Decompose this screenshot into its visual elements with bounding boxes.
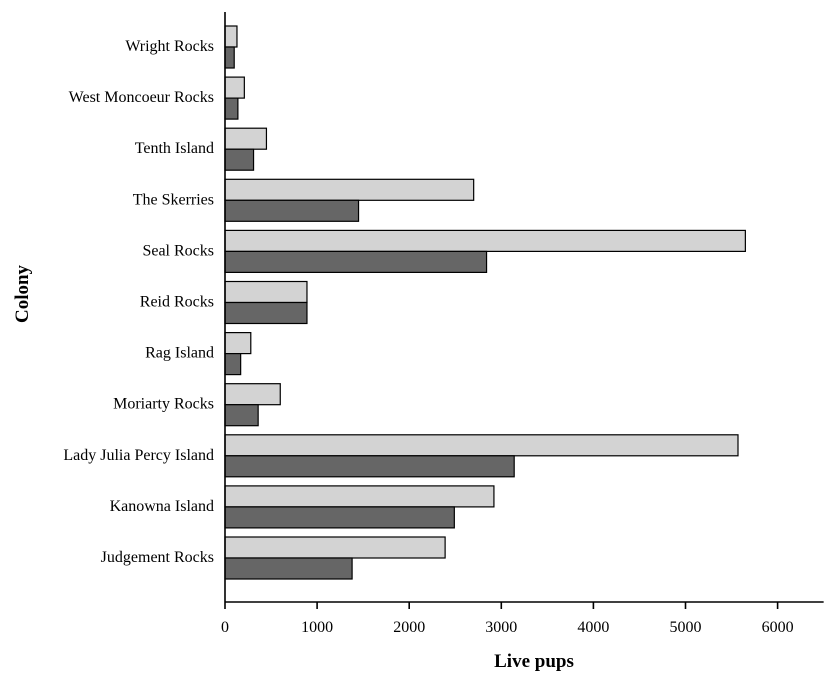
- bar-light-moriarty-rocks: [224, 383, 281, 406]
- bar-dark-the-skerries: [224, 199, 360, 222]
- bar-dark-lady-julia-percy-island: [224, 455, 515, 478]
- bar-light-tenth-island: [224, 127, 268, 150]
- bars-group: [224, 25, 746, 580]
- x-tick-label: 5000: [670, 619, 702, 636]
- bar-dark-moriarty-rocks: [224, 404, 259, 427]
- x-ticks: 0 1000 2000 3000 4000 5000 6000: [221, 602, 794, 636]
- bar-light-lady-julia-percy-island: [224, 434, 739, 457]
- category-label: Lady Julia Percy Island: [63, 447, 214, 464]
- bar-dark-seal-rocks: [224, 250, 488, 273]
- category-label: Moriarty Rocks: [113, 396, 214, 413]
- x-tick-label: 6000: [762, 619, 794, 636]
- category-label: Wright Rocks: [125, 38, 214, 55]
- category-label: The Skerries: [133, 191, 214, 208]
- x-tick-label: 3000: [485, 619, 517, 636]
- x-tick-label: 4000: [577, 619, 609, 636]
- bar-dark-west-moncoeur-rocks: [224, 97, 239, 120]
- y-axis-title: Colony: [12, 264, 33, 323]
- category-label: Rag Island: [145, 345, 214, 362]
- category-label: Judgement Rocks: [101, 549, 214, 566]
- x-tick-label: 0: [221, 619, 229, 636]
- category-label: West Moncoeur Rocks: [69, 89, 214, 106]
- x-tick-label: 1000: [301, 619, 333, 636]
- x-axis-title: Live pups: [494, 651, 574, 672]
- bar-light-seal-rocks: [224, 229, 746, 252]
- bar-dark-tenth-island: [224, 148, 255, 171]
- bar-light-wright-rocks: [224, 25, 238, 48]
- x-tick-label: 2000: [393, 619, 425, 636]
- bar-dark-reid-rocks: [224, 301, 308, 325]
- category-labels: Wright Rocks West Moncoeur Rocks Tenth Isl…: [63, 38, 214, 566]
- bar-light-reid-rocks: [224, 280, 308, 304]
- bar-light-judgement-rocks: [224, 536, 446, 559]
- bar-dark-wright-rocks: [224, 46, 235, 69]
- bar-dark-judgement-rocks: [224, 557, 353, 580]
- category-label: Kanowna Island: [110, 498, 214, 515]
- category-label: Tenth Island: [135, 140, 214, 157]
- category-label: Reid Rocks: [140, 294, 214, 311]
- bar-light-rag-island: [224, 332, 252, 355]
- bar-dark-kanowna-island: [224, 506, 455, 529]
- bar-dark-rag-island: [224, 353, 242, 376]
- category-label: Seal Rocks: [142, 242, 214, 259]
- bar-light-the-skerries: [224, 178, 475, 201]
- bar-light-kanowna-island: [224, 485, 495, 508]
- bar-light-west-moncoeur-rocks: [224, 76, 245, 99]
